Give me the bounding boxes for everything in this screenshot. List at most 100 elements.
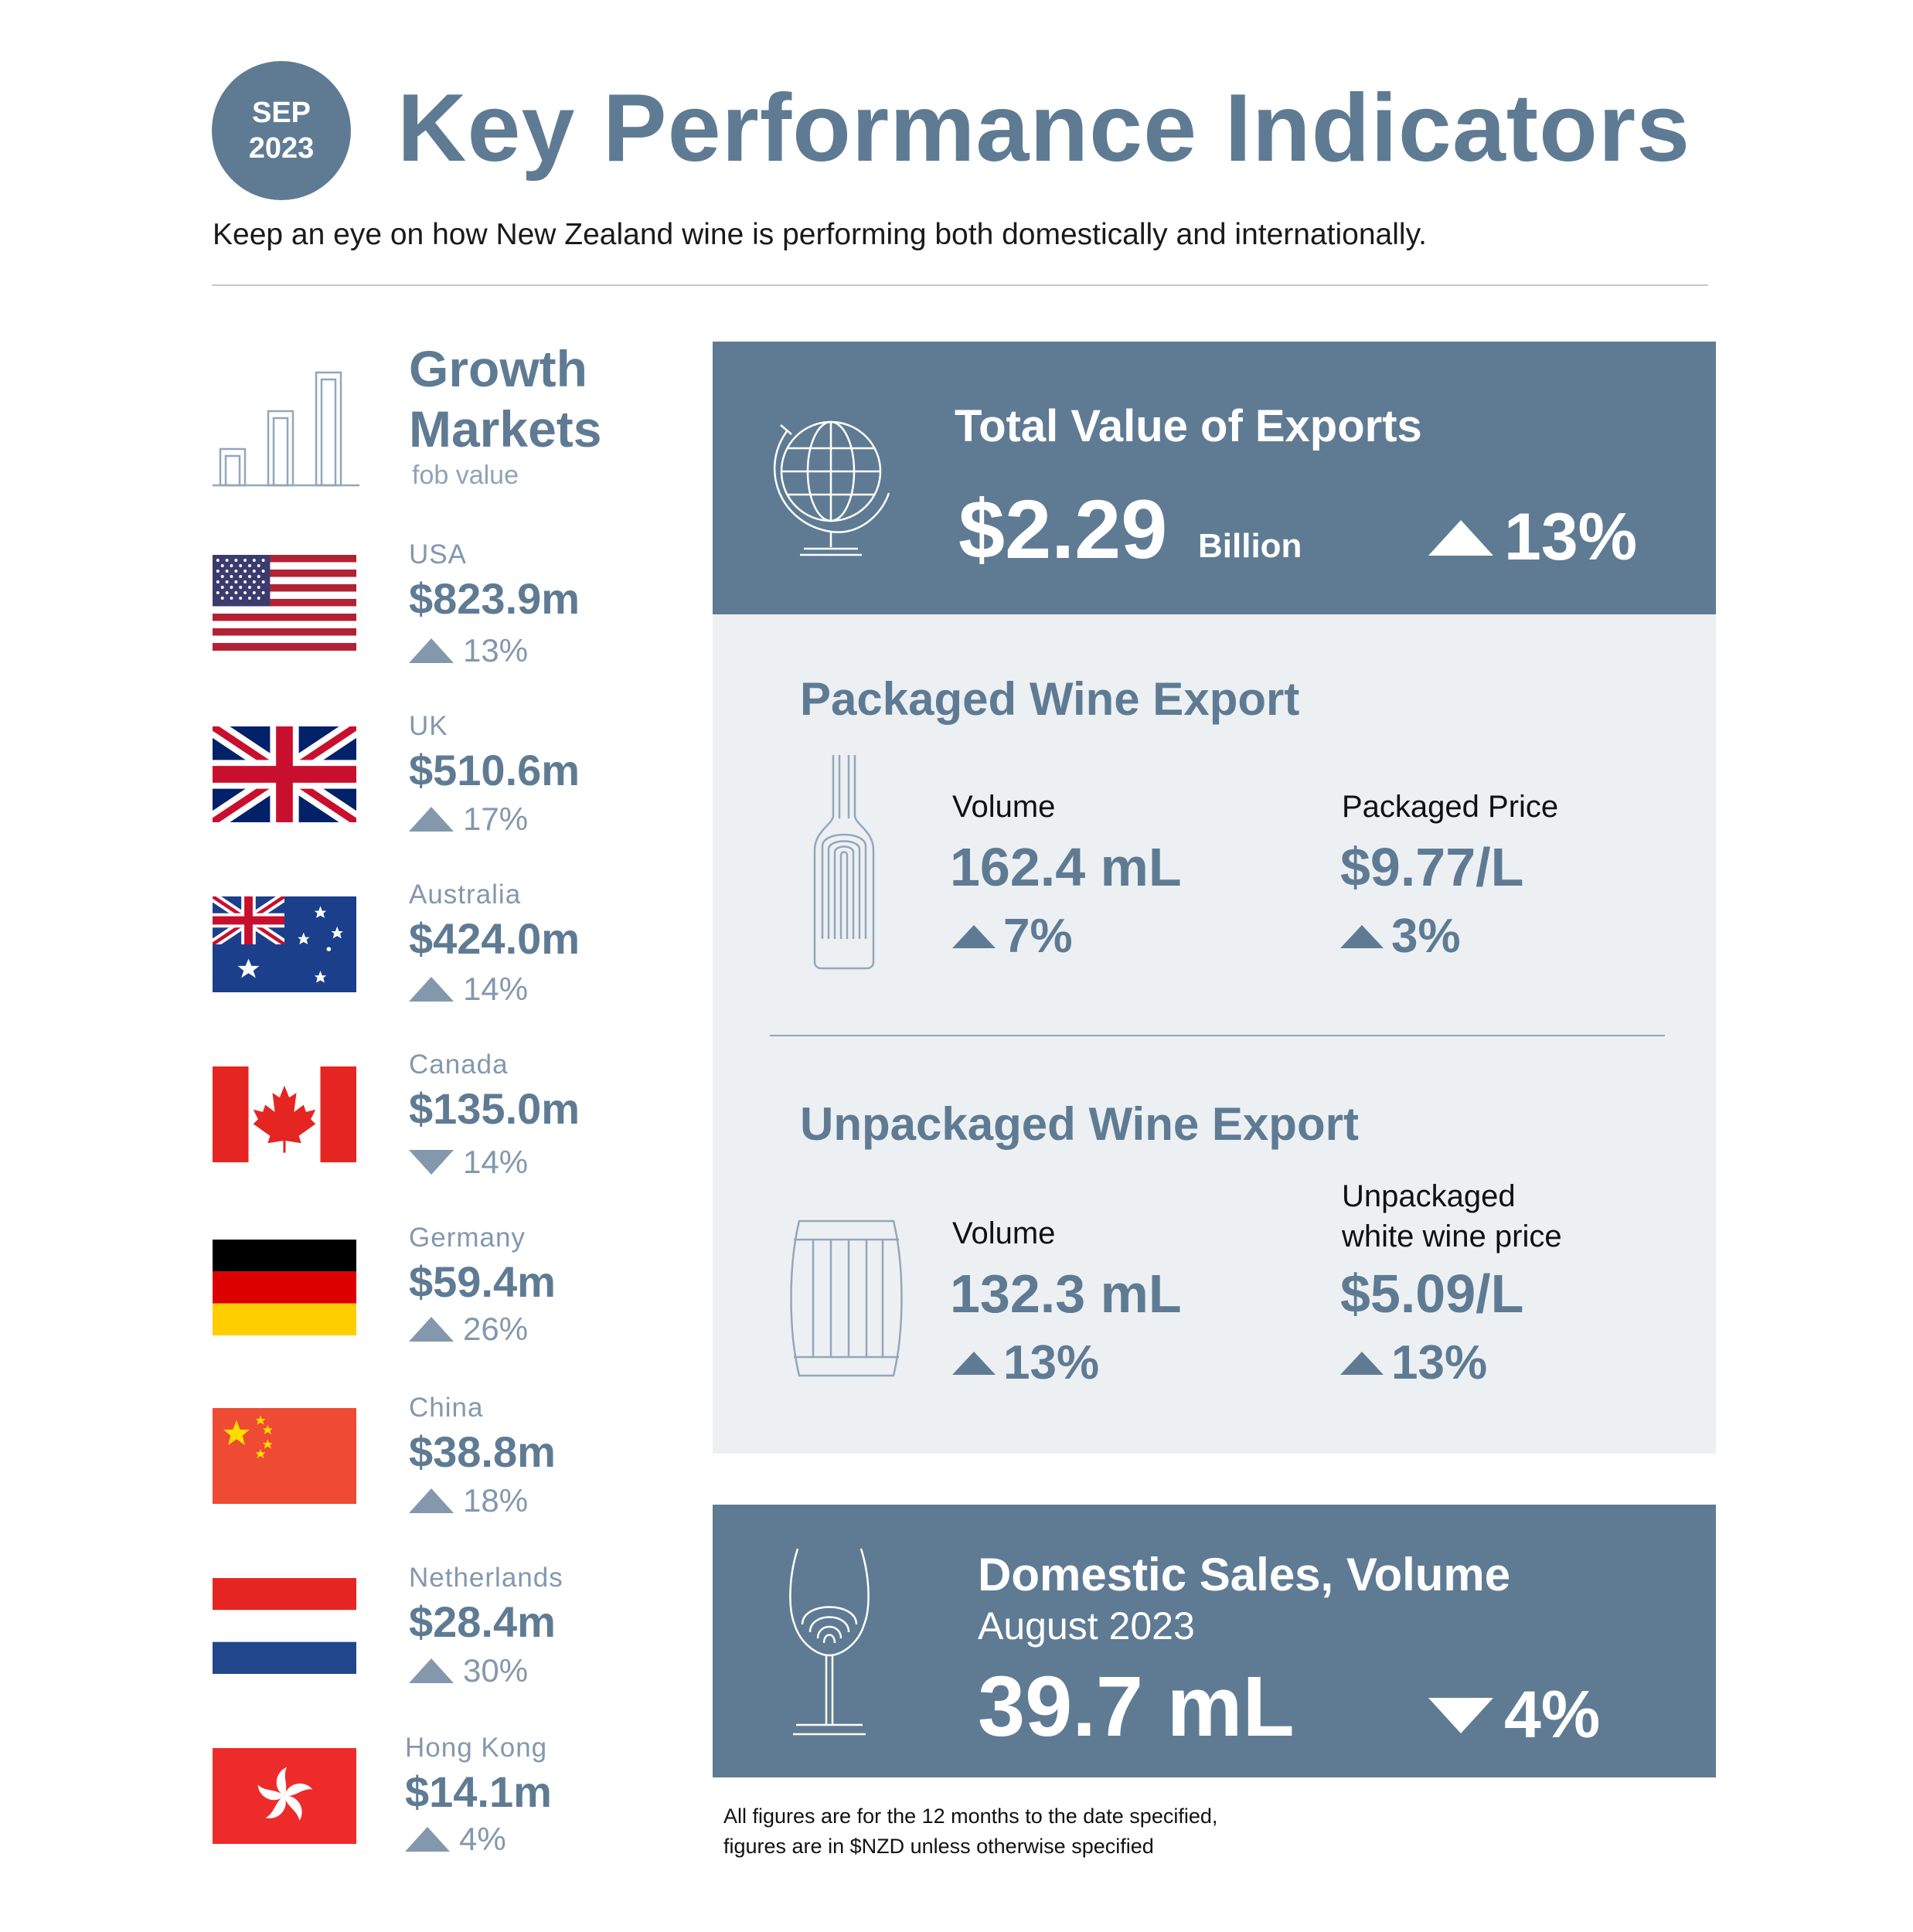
canada-flag — [213, 1066, 356, 1162]
market-name-germany: Germany — [409, 1223, 526, 1253]
badge-year: 2023 — [248, 132, 315, 165]
total-exports-change-value: 13% — [1504, 500, 1638, 574]
wine-glass-icon — [789, 1548, 870, 1736]
market-change-australia: 14% — [409, 971, 528, 1008]
market-change-canada: 14% — [409, 1144, 528, 1181]
growth-markets-subtitle: fob value — [412, 461, 519, 490]
date-badge: SEP 2023 — [212, 61, 351, 200]
total-exports-value: $2.29 — [958, 482, 1168, 576]
up-arrow-icon — [1340, 1351, 1384, 1375]
netherlands-flag — [213, 1578, 356, 1674]
packaged-title: Packaged Wine Export — [800, 673, 1300, 725]
page-title: Key Performance Indicators — [397, 75, 1691, 182]
packaged-price-label: Packaged Price — [1342, 790, 1559, 824]
domestic-sales-panel — [713, 1505, 1716, 1777]
footnote-line2: figures are in $NZD unless otherwise spe… — [723, 1835, 1154, 1858]
market-name-china: China — [409, 1393, 484, 1423]
domestic-period: August 2023 — [978, 1604, 1195, 1648]
market-change-usa: 13% — [409, 632, 528, 669]
unpackaged-title: Unpackaged Wine Export — [800, 1098, 1359, 1150]
market-value-uk: $510.6m — [409, 746, 580, 794]
market-change-value: 18% — [463, 1482, 529, 1519]
total-exports-change: 13% — [1428, 499, 1637, 576]
australia-flag — [213, 896, 356, 992]
unpackaged-price-value: $5.09/L — [1340, 1264, 1524, 1324]
market-name-australia: Australia — [409, 879, 522, 910]
domestic-value: 39.7 mL — [978, 1659, 1295, 1754]
unpackaged-volume-change-value: 13% — [1003, 1336, 1100, 1389]
globe-icon — [774, 420, 890, 556]
market-value-canada: $135.0m — [409, 1084, 580, 1133]
market-value-netherlands: $28.4m — [409, 1597, 556, 1646]
unpackaged-price-label-line2: white wine price — [1342, 1219, 1562, 1253]
market-change-netherlands: 30% — [409, 1652, 528, 1689]
header-divider — [212, 284, 1708, 286]
packaged-volume-change-value: 7% — [1003, 910, 1073, 963]
unpackaged-price-label: Unpackaged white wine price — [1342, 1176, 1562, 1257]
market-change-value: 26% — [463, 1311, 529, 1347]
domestic-title: Domestic Sales, Volume — [978, 1549, 1511, 1600]
packaged-price-value: $9.77/L — [1340, 837, 1524, 897]
packaged-volume-change: 7% — [952, 909, 1073, 964]
packaged-price-change: 3% — [1340, 909, 1461, 964]
up-arrow-icon — [952, 1351, 996, 1375]
export-details-panel — [713, 614, 1716, 1454]
market-value-china: $38.8m — [409, 1427, 556, 1476]
market-change-value: 17% — [463, 801, 529, 837]
up-arrow-icon — [409, 807, 454, 832]
footnote-line1: All figures are for the 12 months to the… — [723, 1804, 1218, 1828]
domestic-change: 4% — [1428, 1677, 1600, 1753]
market-name-usa: USA — [409, 539, 467, 570]
barrel-icon — [790, 1219, 903, 1377]
unpackaged-volume-change: 13% — [952, 1335, 1099, 1390]
bar-chart-icon — [213, 371, 359, 487]
us-flag — [213, 555, 356, 651]
domestic-change-value: 4% — [1504, 1678, 1601, 1752]
china-flag — [213, 1408, 356, 1504]
down-arrow-icon — [409, 1150, 454, 1175]
unpackaged-volume-label: Volume — [952, 1216, 1056, 1250]
page-subtitle: Keep an eye on how New Zealand wine is p… — [213, 218, 1428, 251]
uk-flag — [213, 726, 356, 822]
market-change-value: 14% — [463, 1144, 529, 1180]
down-arrow-icon — [1428, 1697, 1493, 1733]
market-change-germany: 26% — [409, 1311, 528, 1348]
market-change-china: 18% — [409, 1482, 528, 1519]
total-exports-label: Total Value of Exports — [955, 401, 1422, 451]
badge-month: SEP — [251, 97, 311, 129]
hong-kong-flag — [213, 1748, 356, 1844]
up-arrow-icon — [409, 1488, 454, 1513]
growth-markets-title: Growth Markets — [409, 338, 601, 459]
market-name-netherlands: Netherlands — [409, 1563, 563, 1593]
up-arrow-icon — [1428, 519, 1493, 556]
market-change-value: 13% — [463, 632, 529, 668]
unpackaged-volume-value: 132.3 mL — [950, 1264, 1182, 1324]
packaged-price-change-value: 3% — [1391, 910, 1461, 963]
market-name-uk: UK — [409, 711, 448, 741]
up-arrow-icon — [409, 638, 454, 663]
packaged-volume-label: Volume — [952, 790, 1056, 824]
total-exports-unit: Billion — [1198, 527, 1302, 565]
germany-flag — [213, 1240, 356, 1335]
market-value-australia: $424.0m — [409, 914, 580, 963]
market-value-usa: $823.9m — [409, 574, 580, 623]
unpackaged-price-change: 13% — [1340, 1335, 1487, 1390]
unpackaged-price-change-value: 13% — [1391, 1336, 1488, 1389]
up-arrow-icon — [1340, 924, 1384, 948]
up-arrow-icon — [952, 924, 996, 948]
unpackaged-price-label-line1: Unpackaged — [1342, 1179, 1516, 1213]
wine-bottle-icon — [813, 755, 875, 970]
market-name-canada: Canada — [409, 1049, 509, 1080]
up-arrow-icon — [409, 977, 454, 1002]
growth-markets-title-line1: Growth — [409, 340, 587, 397]
market-change-value: 30% — [463, 1652, 529, 1689]
up-arrow-icon — [409, 1658, 454, 1683]
market-change-hong-kong: 4% — [405, 1821, 506, 1858]
section-divider — [770, 1035, 1665, 1036]
market-change-uk: 17% — [409, 801, 528, 838]
packaged-volume-value: 162.4 mL — [950, 837, 1182, 897]
market-value-germany: $59.4m — [409, 1257, 556, 1306]
up-arrow-icon — [405, 1827, 450, 1852]
market-change-value: 14% — [463, 971, 529, 1007]
market-value-hong-kong: $14.1m — [405, 1767, 552, 1816]
